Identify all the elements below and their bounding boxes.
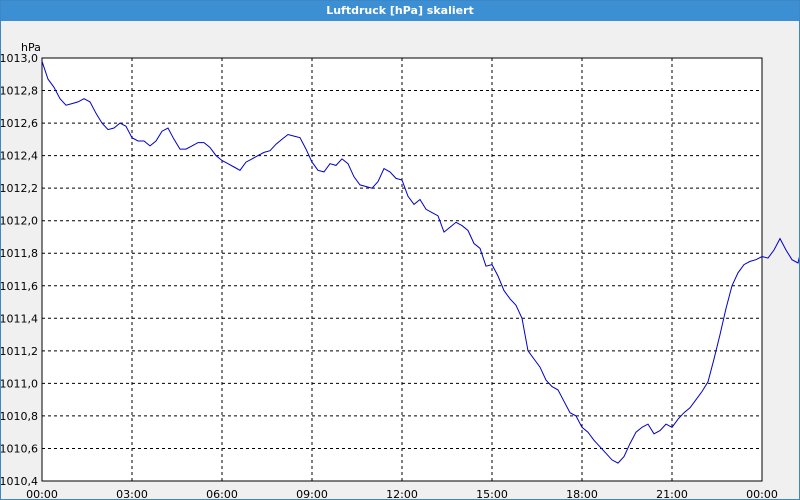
y-tick-label: 1011,0 (1, 377, 38, 390)
y-tick-label: 1011,6 (1, 280, 38, 293)
y-tick-label: 1012,0 (1, 215, 38, 228)
y-tick-label: 1011,4 (1, 312, 38, 325)
y-tick-label: 1010,4 (1, 475, 38, 488)
y-tick-label: 1010,8 (1, 410, 38, 423)
window-title: Luftdruck [hPa] skaliert (1, 1, 799, 21)
y-tick-label: 1011,8 (1, 247, 38, 260)
pressure-chart: 1010,4 1010,6 1010,8 1011,0 1011,2 1011,4 1011… (1, 41, 799, 499)
y-tick-label: 1012,8 (1, 85, 38, 98)
y-axis-ticks: 1010,4 1010,6 1010,8 1011,0 1011,2 1011,4 1011… (1, 52, 38, 488)
pressure-series-line (41, 61, 799, 464)
x-tick-time-label: 09:00 (296, 488, 328, 499)
y-tick-label: 1012,6 (1, 117, 38, 130)
x-tick-time-label: 00:00 (746, 488, 778, 499)
y-tick-label: 1012,2 (1, 182, 38, 195)
y-tick-label: 1010,6 (1, 442, 38, 455)
x-tick-time-label: 00:00 (26, 488, 58, 499)
x-tick-time-label: 12:00 (386, 488, 418, 499)
x-tick-time-label: 15:00 (476, 488, 508, 499)
grid-lines (42, 58, 762, 481)
x-axis-ticks: 00:0023.07.1303:0023.07.1306:0023.07.130… (26, 488, 778, 499)
x-tick-time-label: 18:00 (566, 488, 598, 499)
y-axis-unit-label: hPa (21, 41, 41, 54)
x-tick-time-label: 21:00 (656, 488, 688, 499)
y-tick-label: 1012,4 (1, 150, 38, 163)
x-tick-time-label: 06:00 (206, 488, 238, 499)
y-tick-label: 1011,2 (1, 345, 38, 358)
x-tick-time-label: 03:00 (116, 488, 148, 499)
y-tick-label: 1013,0 (1, 52, 38, 65)
